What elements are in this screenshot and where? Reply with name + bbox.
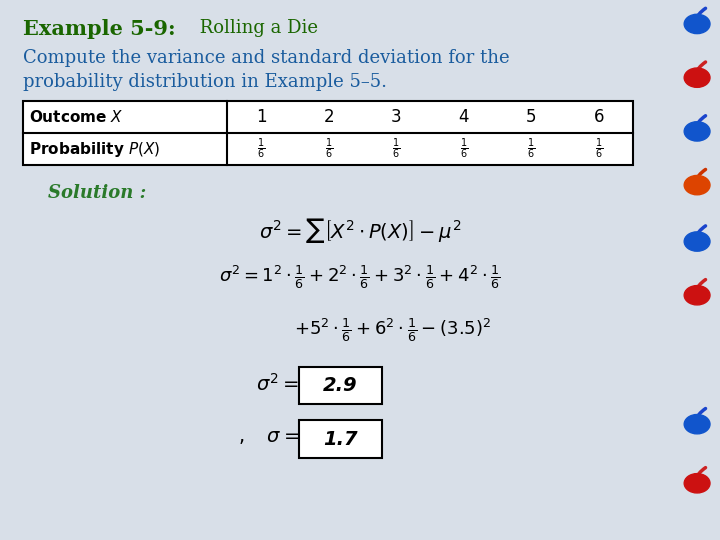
Text: Compute the variance and standard deviation for the: Compute the variance and standard deviat…: [23, 49, 510, 66]
Text: $\sigma^2 = \sum\left[X^2 \cdot P(X)\right] - \mu^2$: $\sigma^2 = \sum\left[X^2 \cdot P(X)\rig…: [259, 217, 461, 245]
Text: 3: 3: [391, 108, 402, 126]
Text: $\frac{1}{6}$: $\frac{1}{6}$: [392, 137, 400, 161]
Text: $\sigma^2 = $: $\sigma^2 = $: [256, 373, 299, 395]
Text: $,\quad \sigma = $: $,\quad \sigma = $: [238, 427, 299, 446]
Text: $\mathbf{Probability}\ \mathbf{\mathit{P(X)}}$: $\mathbf{Probability}\ \mathbf{\mathit{P…: [29, 140, 160, 159]
Circle shape: [684, 415, 710, 434]
Text: $\frac{1}{6}$: $\frac{1}{6}$: [257, 137, 265, 161]
Circle shape: [684, 286, 710, 305]
Text: $\frac{1}{6}$: $\frac{1}{6}$: [595, 137, 603, 161]
Text: 1: 1: [256, 108, 266, 126]
Text: 2: 2: [323, 108, 334, 126]
Text: Example 5-9:: Example 5-9:: [23, 18, 176, 38]
Text: 4: 4: [459, 108, 469, 126]
Circle shape: [684, 176, 710, 195]
FancyBboxPatch shape: [299, 421, 382, 458]
Circle shape: [684, 122, 710, 141]
Text: 5: 5: [526, 108, 536, 126]
Text: 1.7: 1.7: [323, 430, 358, 449]
Text: 2.9: 2.9: [323, 376, 358, 395]
Circle shape: [684, 232, 710, 251]
Text: $\sigma^2 = 1^2 \cdot \frac{1}{6} + 2^2 \cdot \frac{1}{6}+ 3^2 \cdot \frac{1}{6}: $\sigma^2 = 1^2 \cdot \frac{1}{6} + 2^2 …: [220, 264, 500, 292]
Text: $\frac{1}{6}$: $\frac{1}{6}$: [325, 137, 333, 161]
Text: $\frac{1}{6}$: $\frac{1}{6}$: [527, 137, 536, 161]
Text: Solution :: Solution :: [48, 184, 146, 202]
Text: 6: 6: [593, 108, 604, 126]
Circle shape: [684, 474, 710, 493]
Text: $+ 5^2 \cdot \frac{1}{6} + 6^2 \cdot \frac{1}{6} - (3.5)^2$: $+ 5^2 \cdot \frac{1}{6} + 6^2 \cdot \fr…: [294, 316, 491, 343]
Text: Rolling a Die: Rolling a Die: [194, 18, 318, 37]
Text: probability distribution in Example 5–5.: probability distribution in Example 5–5.: [23, 73, 387, 91]
Text: $\mathbf{Outcome}\ \mathbf{\mathit{X}}$: $\mathbf{Outcome}\ \mathbf{\mathit{X}}$: [29, 109, 123, 125]
FancyBboxPatch shape: [299, 367, 382, 404]
FancyBboxPatch shape: [23, 101, 633, 165]
Circle shape: [684, 14, 710, 33]
Text: $\frac{1}{6}$: $\frac{1}{6}$: [459, 137, 468, 161]
Circle shape: [684, 68, 710, 87]
